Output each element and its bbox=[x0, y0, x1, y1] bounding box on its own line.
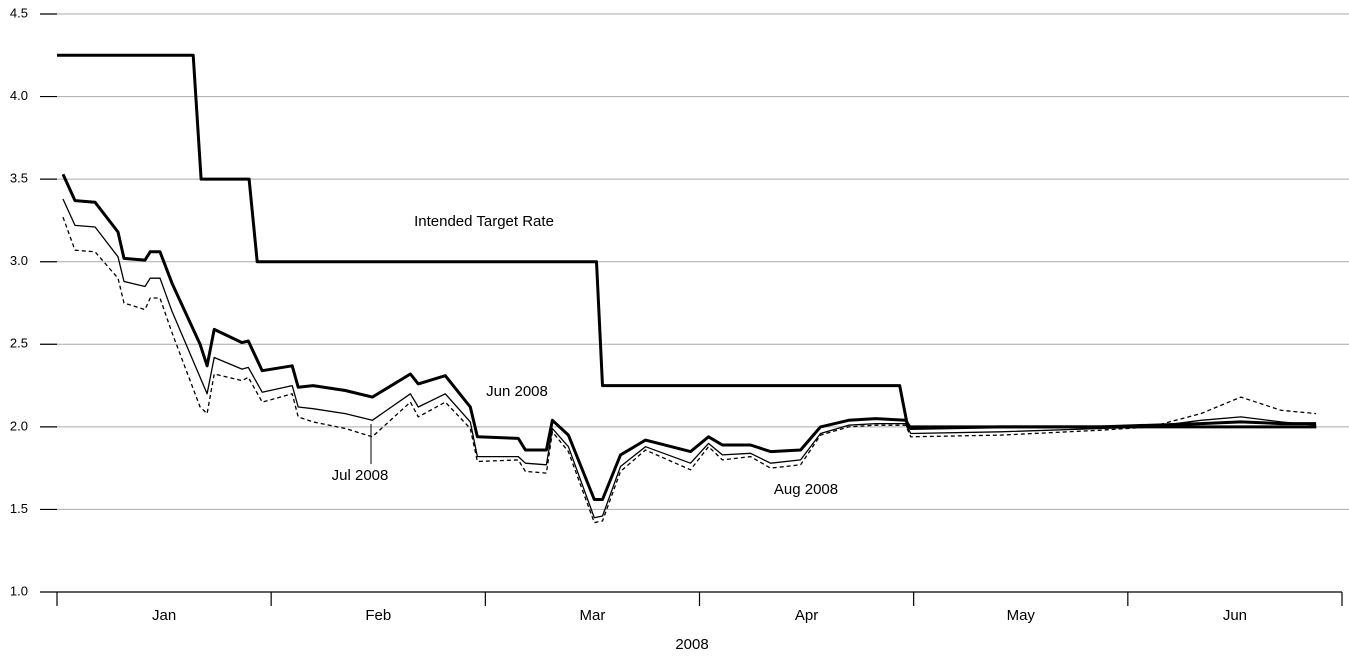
series-label: Jun 2008 bbox=[486, 383, 548, 400]
y-tick-label: 2.0 bbox=[10, 418, 28, 433]
x-tick-label: May bbox=[1007, 607, 1036, 624]
x-axis-label: 2008 bbox=[675, 636, 708, 653]
x-tick-label: Feb bbox=[365, 607, 391, 624]
y-tick-label: 4.0 bbox=[10, 88, 28, 103]
x-tick-label: Apr bbox=[795, 607, 818, 624]
y-tick-label: 1.5 bbox=[10, 501, 28, 516]
y-tick-label: 1.0 bbox=[10, 583, 28, 598]
series-line bbox=[57, 53, 1317, 429]
x-tick-label: Jun bbox=[1223, 607, 1247, 624]
series-label: Aug 2008 bbox=[774, 481, 838, 498]
series-label: Jul 2008 bbox=[332, 467, 389, 484]
y-tick-label: 3.0 bbox=[10, 253, 28, 268]
series-line bbox=[62, 216, 1317, 524]
x-tick-label: Mar bbox=[579, 607, 605, 624]
x-tick-label: Jan bbox=[152, 607, 176, 624]
series-label: Intended Target Rate bbox=[414, 213, 554, 230]
series-line bbox=[61, 173, 1317, 501]
series-line bbox=[62, 198, 1317, 519]
y-tick-label: 2.5 bbox=[10, 336, 28, 351]
y-tick-label: 3.5 bbox=[10, 171, 28, 186]
y-tick-label: 4.5 bbox=[10, 5, 28, 20]
